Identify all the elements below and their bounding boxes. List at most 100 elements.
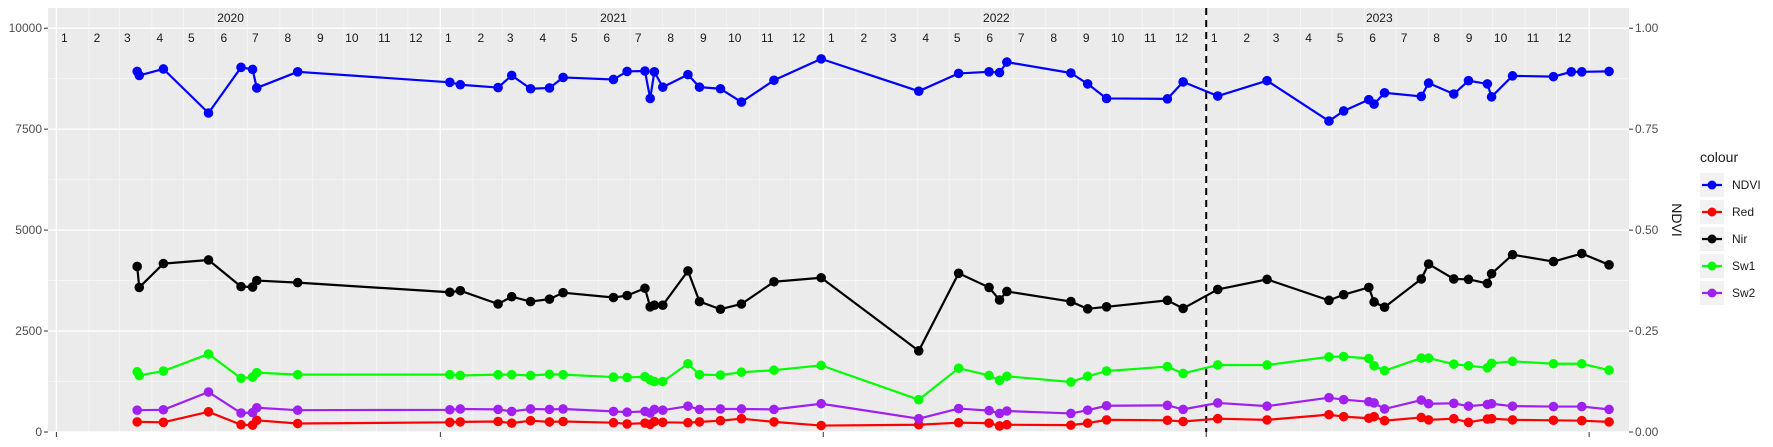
legend-item: Sw1 bbox=[1700, 254, 1756, 278]
legend-label: Red bbox=[1732, 205, 1754, 219]
data-point-ndvi bbox=[493, 82, 503, 93]
month-label: 8 bbox=[1050, 31, 1057, 45]
data-point-nir bbox=[525, 296, 536, 307]
data-point-sw2 bbox=[984, 405, 994, 416]
data-point-ndvi bbox=[1448, 89, 1459, 99]
month-label: 8 bbox=[285, 31, 292, 45]
data-point-red bbox=[544, 417, 555, 427]
data-point-sw1 bbox=[292, 369, 303, 380]
month-label: 3 bbox=[890, 31, 897, 45]
data-point-ndvi bbox=[247, 64, 258, 75]
data-point-ndvi bbox=[455, 79, 466, 90]
data-point-sw1 bbox=[1262, 360, 1272, 370]
month-label: 7 bbox=[1401, 31, 1408, 45]
data-point-sw1 bbox=[1416, 353, 1427, 363]
left-tick-label: 7500 bbox=[15, 122, 42, 136]
data-point-red bbox=[525, 415, 536, 426]
data-point-red bbox=[1448, 413, 1459, 424]
right-axis: 0.00 0.25 0.50 0.75 1.00 NDVI bbox=[1629, 21, 1685, 439]
legend-item: NDVI bbox=[1700, 173, 1761, 197]
data-point-sw2 bbox=[203, 387, 214, 397]
data-point-ndvi bbox=[1463, 75, 1474, 86]
month-label: 7 bbox=[635, 31, 642, 45]
data-point-red bbox=[649, 416, 660, 427]
data-point-nir bbox=[1448, 274, 1459, 284]
data-point-ndvi bbox=[1416, 91, 1427, 102]
data-point-red bbox=[1369, 411, 1379, 422]
series-sw2 bbox=[132, 387, 1614, 424]
left-tick-label: 5000 bbox=[15, 223, 42, 237]
legend-label: Nir bbox=[1732, 232, 1747, 246]
month-label: 4 bbox=[157, 31, 164, 45]
data-point-sw2 bbox=[455, 404, 466, 414]
data-point-sw2 bbox=[1002, 406, 1012, 416]
month-label: 3 bbox=[507, 31, 514, 45]
data-point-ndvi bbox=[1082, 79, 1093, 89]
data-point-ndvi bbox=[251, 83, 262, 93]
legend-label: Sw2 bbox=[1732, 286, 1756, 300]
data-point-ndvi bbox=[683, 69, 693, 80]
series-nir bbox=[132, 248, 1614, 356]
data-point-sw1 bbox=[649, 376, 660, 387]
data-point-sw1 bbox=[1486, 358, 1497, 369]
data-point-red bbox=[1379, 415, 1390, 426]
data-point-ndvi bbox=[1576, 67, 1587, 77]
month-label: 11 bbox=[761, 31, 774, 45]
series-red bbox=[132, 407, 1614, 431]
year-labels: 2020 2021 2022 2023 bbox=[217, 11, 1393, 25]
legend-key-point bbox=[1707, 234, 1717, 244]
month-label: 1 bbox=[445, 31, 452, 45]
data-point-ndvi bbox=[640, 66, 650, 76]
month-label: 10 bbox=[1111, 31, 1125, 45]
data-point-sw1 bbox=[816, 360, 826, 371]
data-point-ndvi bbox=[1262, 75, 1272, 86]
data-point-sw2 bbox=[953, 403, 964, 414]
data-point-sw2 bbox=[445, 404, 455, 415]
data-point-nir bbox=[769, 276, 779, 287]
left-tick-label: 10000 bbox=[9, 21, 43, 35]
legend-title: colour bbox=[1700, 149, 1738, 165]
month-label: 10 bbox=[728, 31, 742, 45]
data-point-nir bbox=[683, 266, 693, 276]
left-axis: 0 2500 5000 7500 10000 bbox=[9, 21, 48, 439]
data-point-sw1 bbox=[203, 349, 214, 359]
data-point-ndvi bbox=[1066, 68, 1076, 78]
data-point-sw1 bbox=[769, 365, 779, 376]
data-point-red bbox=[694, 417, 705, 427]
data-point-nir bbox=[694, 296, 705, 307]
series-group bbox=[132, 54, 1614, 431]
data-point-nir bbox=[1082, 304, 1093, 314]
data-point-ndvi bbox=[558, 72, 568, 83]
month-label: 5 bbox=[188, 31, 195, 45]
data-point-sw1 bbox=[994, 375, 1005, 386]
data-point-red bbox=[736, 413, 747, 424]
data-point-sw2 bbox=[1507, 401, 1518, 411]
data-point-nir bbox=[1101, 302, 1112, 312]
data-point-ndvi bbox=[913, 86, 924, 96]
data-point-sw2 bbox=[1448, 398, 1459, 409]
data-point-ndvi bbox=[292, 67, 303, 77]
data-point-nir bbox=[649, 300, 660, 311]
data-point-ndvi bbox=[1178, 77, 1188, 87]
data-point-nir bbox=[640, 283, 650, 294]
month-label: 12 bbox=[792, 31, 806, 45]
legend: colour NDVI Red Nir Sw1 Sw2 bbox=[1700, 149, 1761, 305]
legend-key-point bbox=[1707, 261, 1717, 271]
data-point-red bbox=[1082, 418, 1093, 428]
data-point-ndvi bbox=[657, 82, 668, 92]
data-point-sw1 bbox=[736, 367, 747, 378]
data-point-nir bbox=[1576, 248, 1587, 259]
month-label: 9 bbox=[700, 31, 707, 45]
data-point-sw1 bbox=[544, 369, 555, 380]
data-point-ndvi bbox=[715, 83, 726, 94]
legend-key-point bbox=[1707, 207, 1717, 217]
data-point-ndvi bbox=[1324, 116, 1334, 126]
data-point-nir bbox=[1369, 297, 1379, 307]
data-point-sw2 bbox=[769, 404, 779, 415]
month-label: 6 bbox=[986, 31, 993, 45]
month-label: 12 bbox=[1558, 31, 1572, 45]
data-point-sw2 bbox=[1463, 401, 1474, 411]
data-point-red bbox=[984, 418, 994, 428]
left-tick-label: 0 bbox=[35, 425, 42, 439]
data-point-sw1 bbox=[622, 372, 632, 383]
